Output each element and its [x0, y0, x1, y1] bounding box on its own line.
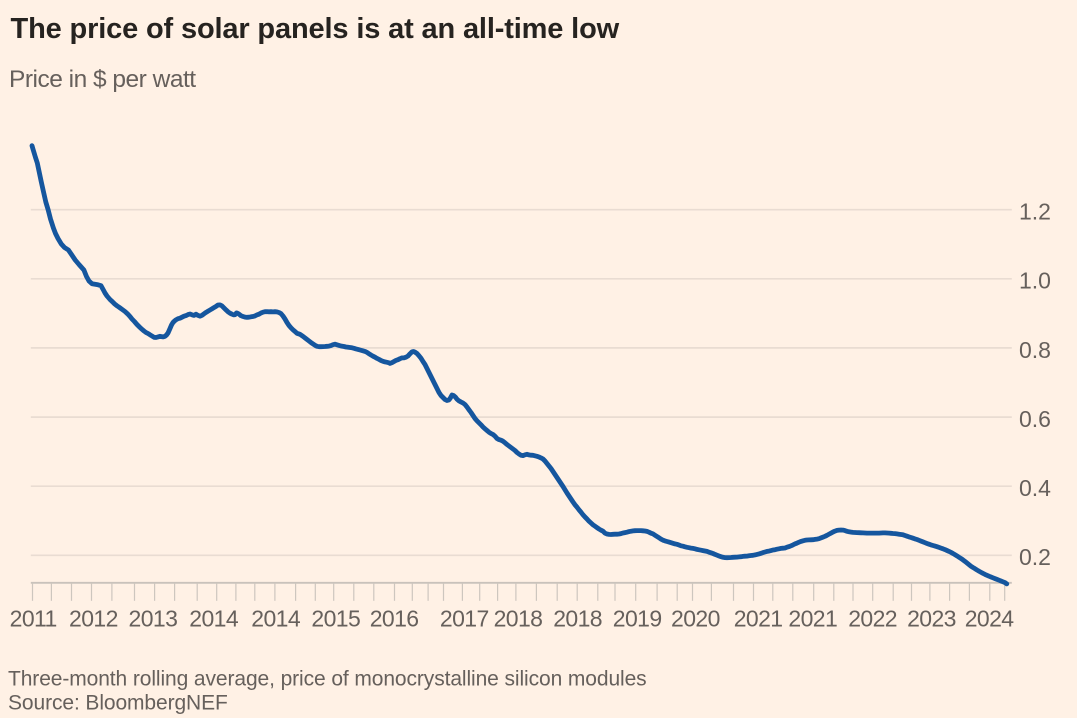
svg-text:Price in $ per watt: Price in $ per watt [9, 66, 196, 93]
svg-text:The price of solar panels is a: The price of solar panels is at an all-t… [11, 13, 620, 45]
svg-text:2018: 2018 [553, 605, 602, 631]
svg-text:0.2: 0.2 [1019, 544, 1051, 570]
svg-text:0.4: 0.4 [1019, 475, 1051, 501]
svg-text:2024: 2024 [965, 605, 1015, 631]
svg-text:1.2: 1.2 [1019, 199, 1051, 225]
svg-text:2015: 2015 [311, 605, 360, 631]
svg-text:2012: 2012 [69, 605, 118, 631]
svg-text:0.8: 0.8 [1019, 337, 1051, 363]
svg-text:2020: 2020 [671, 605, 720, 631]
svg-text:2022: 2022 [848, 605, 897, 631]
svg-text:Source: BloombergNEF: Source: BloombergNEF [8, 692, 228, 715]
svg-text:2023: 2023 [907, 605, 956, 631]
svg-text:2018: 2018 [494, 605, 543, 631]
svg-text:2014: 2014 [189, 605, 239, 631]
svg-text:2014: 2014 [251, 605, 301, 631]
svg-text:Three-month rolling average, p: Three-month rolling average, price of mo… [8, 667, 647, 690]
svg-text:2019: 2019 [613, 605, 662, 631]
svg-text:2021: 2021 [734, 605, 783, 631]
svg-text:2017: 2017 [440, 605, 489, 631]
svg-text:1.0: 1.0 [1019, 268, 1051, 294]
svg-text:2021: 2021 [788, 605, 837, 631]
svg-text:2013: 2013 [129, 605, 178, 631]
svg-text:2011: 2011 [10, 605, 57, 631]
svg-text:0.6: 0.6 [1019, 406, 1051, 432]
svg-text:2016: 2016 [370, 605, 419, 631]
